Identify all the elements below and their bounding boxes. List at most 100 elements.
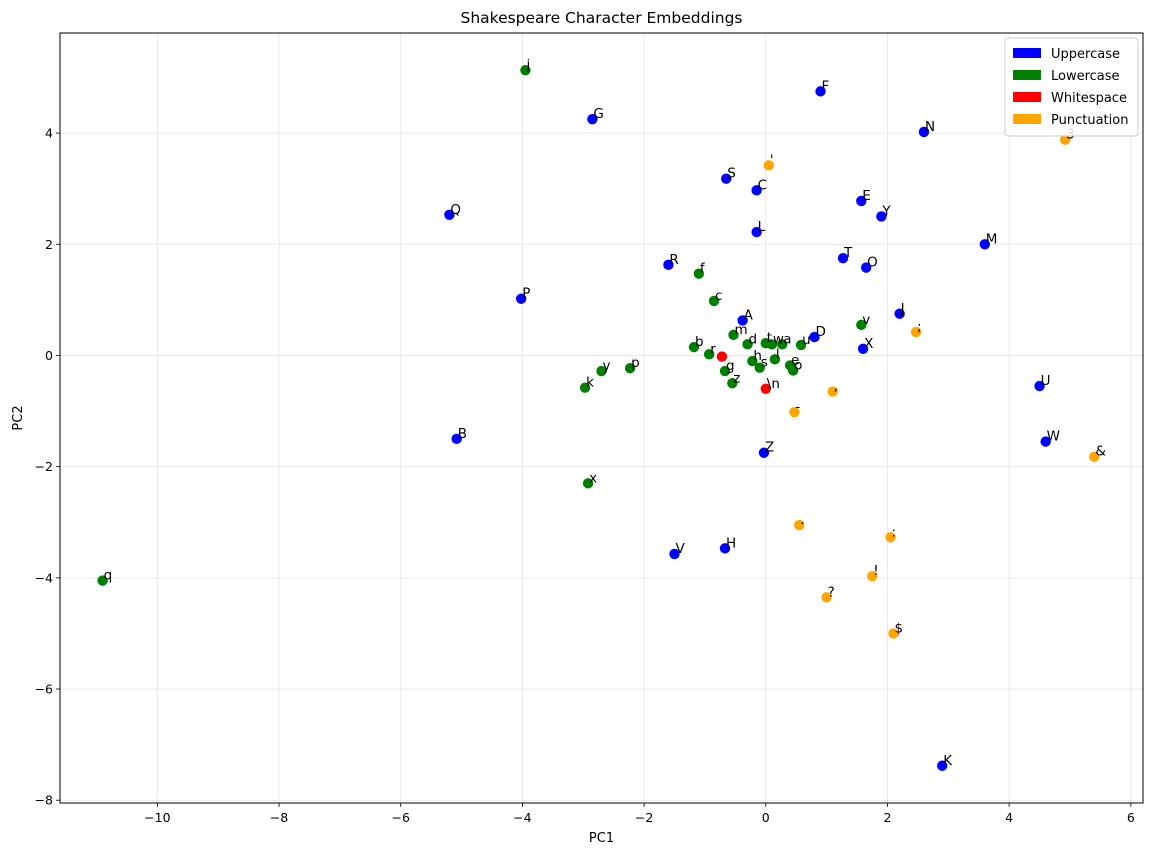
point-label-uppercase: N [925, 119, 935, 135]
point-label-uppercase: B [458, 426, 467, 442]
point-uppercase [856, 195, 867, 207]
point-label-uppercase: H [726, 535, 736, 551]
point-label-lowercase: b [695, 334, 704, 350]
point-label-punctuation: & [1095, 444, 1106, 460]
point-label-punctuation: - [795, 399, 800, 415]
y-tick-label: 2 [45, 237, 53, 252]
point-label-lowercase: j [525, 57, 530, 73]
point-label-lowercase: g [726, 358, 735, 374]
point-label-punctuation: ' [770, 152, 774, 168]
point-label-uppercase: W [1047, 429, 1060, 445]
point-lowercase [520, 65, 531, 76]
point-uppercase [515, 293, 527, 304]
x-tick-label: −10 [144, 810, 170, 825]
point-label-uppercase: K [943, 753, 953, 769]
point-label-uppercase: F [822, 78, 830, 94]
point-label-punctuation: . [800, 512, 804, 528]
y-tick-label: 4 [45, 126, 53, 141]
point-label-uppercase: J [900, 301, 905, 317]
point-lowercase [596, 365, 607, 377]
point-punctuation [867, 570, 878, 582]
point-uppercase [444, 209, 455, 220]
point-label-uppercase: G [593, 106, 603, 122]
point-label-lowercase: p [631, 355, 640, 371]
x-tick-label: −6 [392, 810, 410, 825]
axis-ticks: −10 −8 −6 −4 −2 0 2 4 6 −8 −6 −4 −2 0 2 4 [35, 126, 1135, 825]
point-uppercase [758, 447, 770, 458]
point-label-punctuation: $ [895, 620, 904, 636]
point-uppercase [1040, 436, 1051, 447]
x-tick-label: 4 [1005, 810, 1013, 825]
plot-area-frame [59, 32, 1144, 804]
y-tick-label: −2 [35, 459, 53, 474]
point-whitespace [760, 383, 771, 395]
point-label-lowercase: w [773, 331, 784, 347]
point-uppercase [669, 548, 680, 560]
point-label-lowercase: l [776, 346, 780, 362]
point-label-uppercase: U [1041, 373, 1051, 389]
point-label-punctuation: ? [828, 584, 835, 600]
point-label-lowercase: s [761, 355, 768, 371]
point-punctuation [763, 160, 775, 171]
point-label-uppercase: D [815, 324, 825, 340]
point-lowercase [693, 268, 705, 279]
point-uppercase [751, 185, 762, 196]
legend: Uppercase Lowercase Whitespace Punctuation [1004, 37, 1139, 137]
point-label-lowercase: d [749, 331, 758, 347]
point-lowercase [624, 363, 636, 374]
point-label-uppercase: M [986, 231, 998, 247]
x-tick-label: −2 [635, 810, 653, 825]
point-lowercase [727, 378, 738, 389]
point-label-lowercase: m [735, 322, 748, 338]
point-label-punctuation: ; [917, 319, 922, 335]
point-label-punctuation: , [834, 379, 838, 395]
point-uppercase [860, 262, 872, 273]
point-lowercase [787, 365, 799, 376]
legend-label: Punctuation [1051, 113, 1128, 128]
point-label-punctuation: : [892, 524, 897, 540]
point-lowercase [719, 365, 731, 377]
point-label-uppercase: Q [450, 202, 461, 218]
point-label-uppercase: Y [881, 203, 891, 219]
point-lowercase [747, 355, 758, 367]
point-label-lowercase: t [767, 330, 772, 346]
x-tick-label: −8 [270, 810, 288, 825]
legend-box [1004, 37, 1139, 137]
point-label-lowercase: h [753, 348, 762, 364]
point-uppercase [721, 173, 732, 184]
legend-label: Lowercase [1051, 69, 1120, 84]
point-uppercase [1034, 380, 1045, 392]
point-punctuation [885, 532, 896, 543]
point-lowercase [728, 329, 739, 341]
point-label-uppercase: P [522, 286, 530, 302]
point-lowercase [688, 341, 700, 353]
y-tick-label: 0 [45, 348, 53, 363]
point-label-uppercase: O [867, 255, 878, 271]
point-uppercase [918, 126, 930, 138]
point-label-lowercase: y [603, 358, 611, 374]
legend-swatch [1013, 70, 1041, 80]
point-uppercase [737, 315, 748, 326]
point-uppercase [815, 86, 826, 97]
x-tick-label: 0 [762, 810, 770, 825]
point-uppercase [876, 211, 887, 222]
point-punctuation [888, 628, 899, 639]
point-uppercase [857, 343, 869, 354]
point-lowercase [579, 382, 591, 393]
point-label-uppercase: S [727, 166, 736, 182]
point-uppercase [937, 760, 948, 771]
y-tick-label: −6 [35, 682, 53, 697]
y-tick-label: −8 [35, 793, 53, 808]
legend-swatch [1013, 48, 1041, 58]
point-lowercase [769, 354, 781, 365]
point-label-lowercase: v [862, 312, 870, 328]
x-tick-label: 6 [1127, 810, 1135, 825]
point-label-uppercase: L [758, 219, 766, 235]
point-uppercase [894, 308, 905, 319]
point-label-lowercase: o [794, 357, 802, 373]
point-lowercase [708, 295, 720, 307]
point-uppercase [719, 543, 731, 554]
point-label-lowercase: c [715, 288, 722, 304]
x-tick-label: −4 [513, 810, 531, 825]
point-label-uppercase: R [669, 252, 678, 268]
